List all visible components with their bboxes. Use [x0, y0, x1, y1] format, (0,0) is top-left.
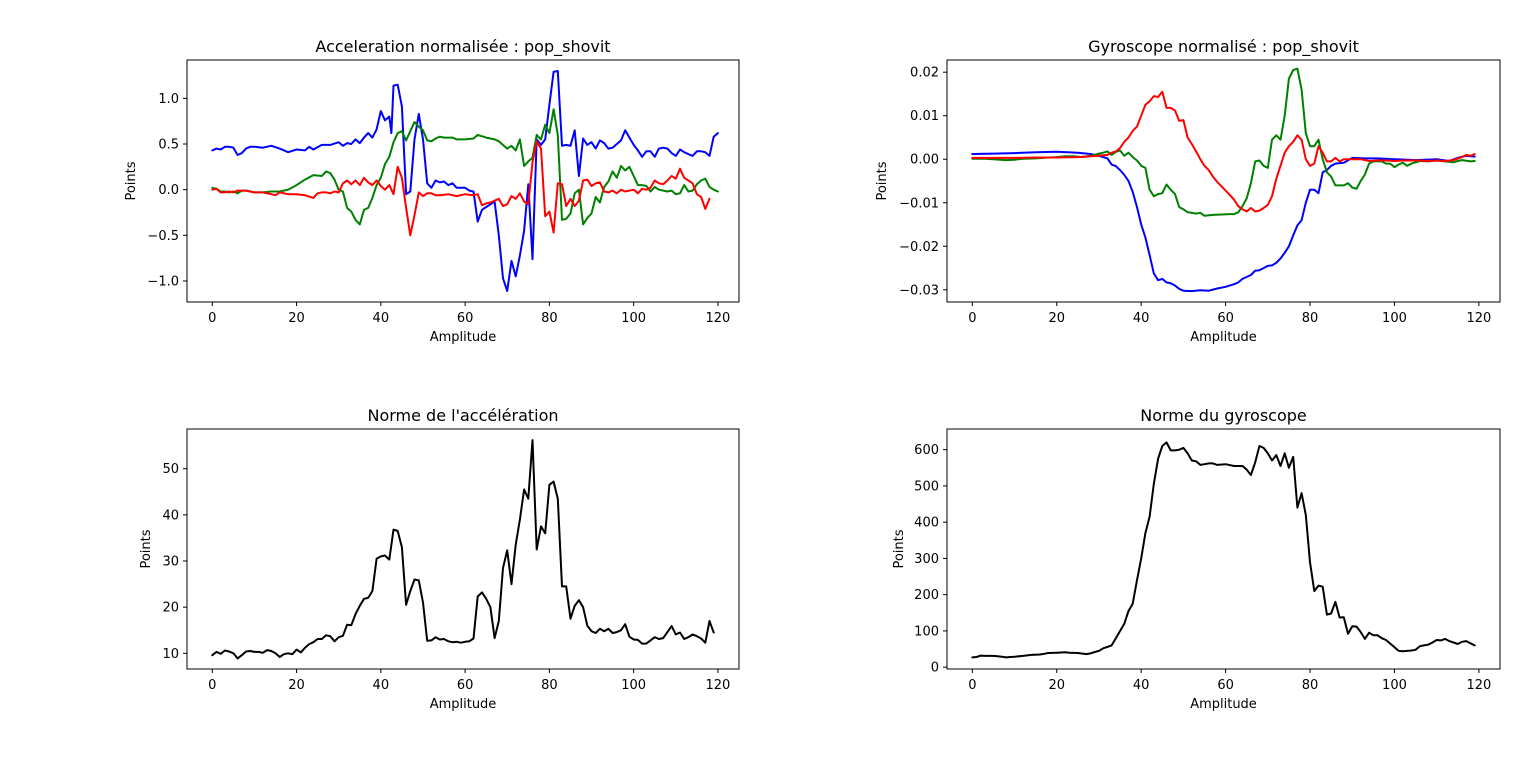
y-tick-label: 30: [162, 555, 179, 570]
x-tick-label: 60: [457, 678, 474, 693]
y-tick-label: 1.0: [158, 92, 179, 107]
x-tick-label: 20: [288, 311, 305, 326]
x-tick-label: 120: [706, 311, 731, 326]
y-tick-label: 10: [162, 647, 179, 662]
y-tick-label: −0.01: [899, 196, 939, 211]
series-line-3: [211, 140, 711, 237]
x-tick-label: 0: [208, 311, 216, 326]
series-line-1: [211, 70, 719, 292]
chart-panel-1: 0 20 40 60 80 100 120 −1.0 −0.5 0.0 0.5 1.0 Accelera…: [124, 37, 740, 345]
x-tick-label: 0: [968, 678, 976, 693]
x-tick-label: 120: [1466, 678, 1491, 693]
series-line-3: [971, 90, 1476, 213]
series-line-1: [211, 439, 715, 660]
x-axis-label: Amplitude: [1190, 697, 1257, 712]
chart-title: Norme de l'accélération: [367, 406, 558, 425]
x-tick-label: 20: [1048, 311, 1065, 326]
series-line-2: [211, 108, 719, 226]
y-axis-label: Points: [892, 529, 907, 568]
x-tick-label: 100: [1382, 678, 1407, 693]
plot-frame: [946, 59, 1501, 303]
y-tick-label: 600: [914, 443, 939, 458]
chart-panel-3: 0 20 40 60 80 100 120 10 20 30 40 50 Norme de l'accé…: [139, 406, 740, 712]
plot-frame: [186, 59, 740, 303]
x-tick-label: 20: [288, 678, 305, 693]
y-tick-label: 0: [931, 661, 939, 676]
y-tick-label: 400: [914, 516, 939, 531]
y-tick-label: 0.01: [910, 109, 939, 124]
y-tick-label: 200: [914, 588, 939, 603]
x-tick-label: 60: [1217, 678, 1234, 693]
x-tick-label: 20: [1048, 678, 1065, 693]
x-tick-label: 0: [208, 678, 216, 693]
chart-panel-4: 0 20 40 60 80 100 120 0 100 200 300 400 500 600 Norme …: [892, 406, 1501, 712]
x-axis-label: Amplitude: [430, 697, 497, 712]
x-tick-label: 120: [706, 678, 731, 693]
chart-title: Gyroscope normalisé : pop_shovit: [1088, 37, 1359, 57]
x-tick-label: 40: [373, 311, 390, 326]
x-tick-label: 80: [1302, 678, 1319, 693]
y-tick-label: −0.02: [899, 240, 939, 255]
x-tick-label: 100: [621, 678, 646, 693]
plot-frame: [186, 428, 740, 670]
y-axis-label: Points: [139, 529, 154, 568]
series-line-1: [971, 150, 1476, 293]
y-tick-label: 0.0: [158, 183, 179, 198]
x-tick-label: 100: [1382, 311, 1407, 326]
y-tick-label: 300: [914, 552, 939, 567]
y-tick-label: 0.5: [158, 138, 179, 153]
y-tick-label: 40: [162, 508, 179, 523]
y-tick-label: −0.03: [899, 283, 939, 298]
series-line-1: [971, 441, 1476, 659]
y-tick-label: 500: [914, 479, 939, 494]
x-tick-label: 60: [457, 311, 474, 326]
y-tick-label: 100: [914, 624, 939, 639]
x-tick-label: 40: [1133, 678, 1150, 693]
series-line-2: [971, 67, 1476, 217]
y-axis-label: Points: [875, 161, 890, 200]
x-tick-label: 0: [968, 311, 976, 326]
y-tick-label: 0.00: [910, 153, 939, 168]
x-tick-label: 80: [1302, 311, 1319, 326]
y-tick-label: −0.5: [147, 229, 179, 244]
chart-title: Acceleration normalisée : pop_shovit: [315, 37, 610, 57]
plot-frame: [946, 428, 1501, 670]
y-tick-label: −1.0: [147, 274, 179, 289]
y-tick-label: 0.02: [910, 66, 939, 81]
x-tick-label: 40: [1133, 311, 1150, 326]
x-axis-label: Amplitude: [430, 330, 497, 345]
y-tick-label: 20: [162, 601, 179, 616]
x-axis-label: Amplitude: [1190, 330, 1257, 345]
x-tick-label: 120: [1466, 311, 1491, 326]
x-tick-label: 60: [1217, 311, 1234, 326]
x-tick-label: 40: [373, 678, 390, 693]
chart-panel-2: 0 20 40 60 80 100 120 −0.03 −0.02 −0.01 0.00 0.01 0.…: [875, 37, 1501, 345]
x-tick-label: 80: [541, 678, 558, 693]
y-tick-label: 50: [162, 462, 179, 477]
x-tick-label: 80: [541, 311, 558, 326]
y-axis-label: Points: [124, 161, 139, 200]
chart-title: Norme du gyroscope: [1140, 406, 1307, 425]
x-tick-label: 100: [621, 311, 646, 326]
